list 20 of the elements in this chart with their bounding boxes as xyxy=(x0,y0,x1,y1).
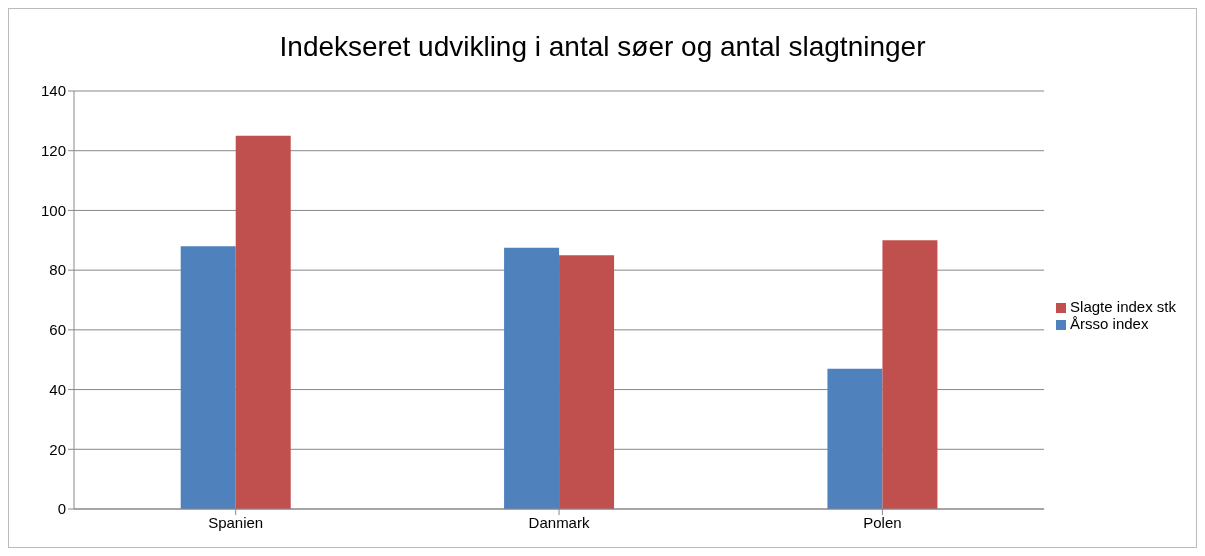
y-tick-label: 100 xyxy=(40,201,66,219)
x-tick-label: Polen xyxy=(863,513,902,531)
bar xyxy=(559,255,615,509)
y-tick-label: 0 xyxy=(57,500,66,518)
bar xyxy=(504,247,560,509)
y-tick-label: 80 xyxy=(49,261,66,279)
bar xyxy=(827,368,883,509)
x-tick-label: Spanien xyxy=(208,513,264,531)
bar xyxy=(235,135,291,509)
bar xyxy=(882,240,938,509)
y-tick-label: 60 xyxy=(49,321,66,339)
legend-label: Slagte index stk xyxy=(1070,298,1176,315)
legend-label: Årsso index xyxy=(1070,315,1149,332)
y-tick-label: 120 xyxy=(40,142,66,160)
y-tick-label: 140 xyxy=(40,82,66,100)
chart-title: Indekseret udvikling i antal søer og antal slagtninger xyxy=(278,30,927,64)
y-tick-label: 40 xyxy=(49,380,66,398)
y-tick-label: 20 xyxy=(49,440,66,458)
x-tick-label: Danmark xyxy=(528,513,590,531)
bar xyxy=(180,246,236,509)
